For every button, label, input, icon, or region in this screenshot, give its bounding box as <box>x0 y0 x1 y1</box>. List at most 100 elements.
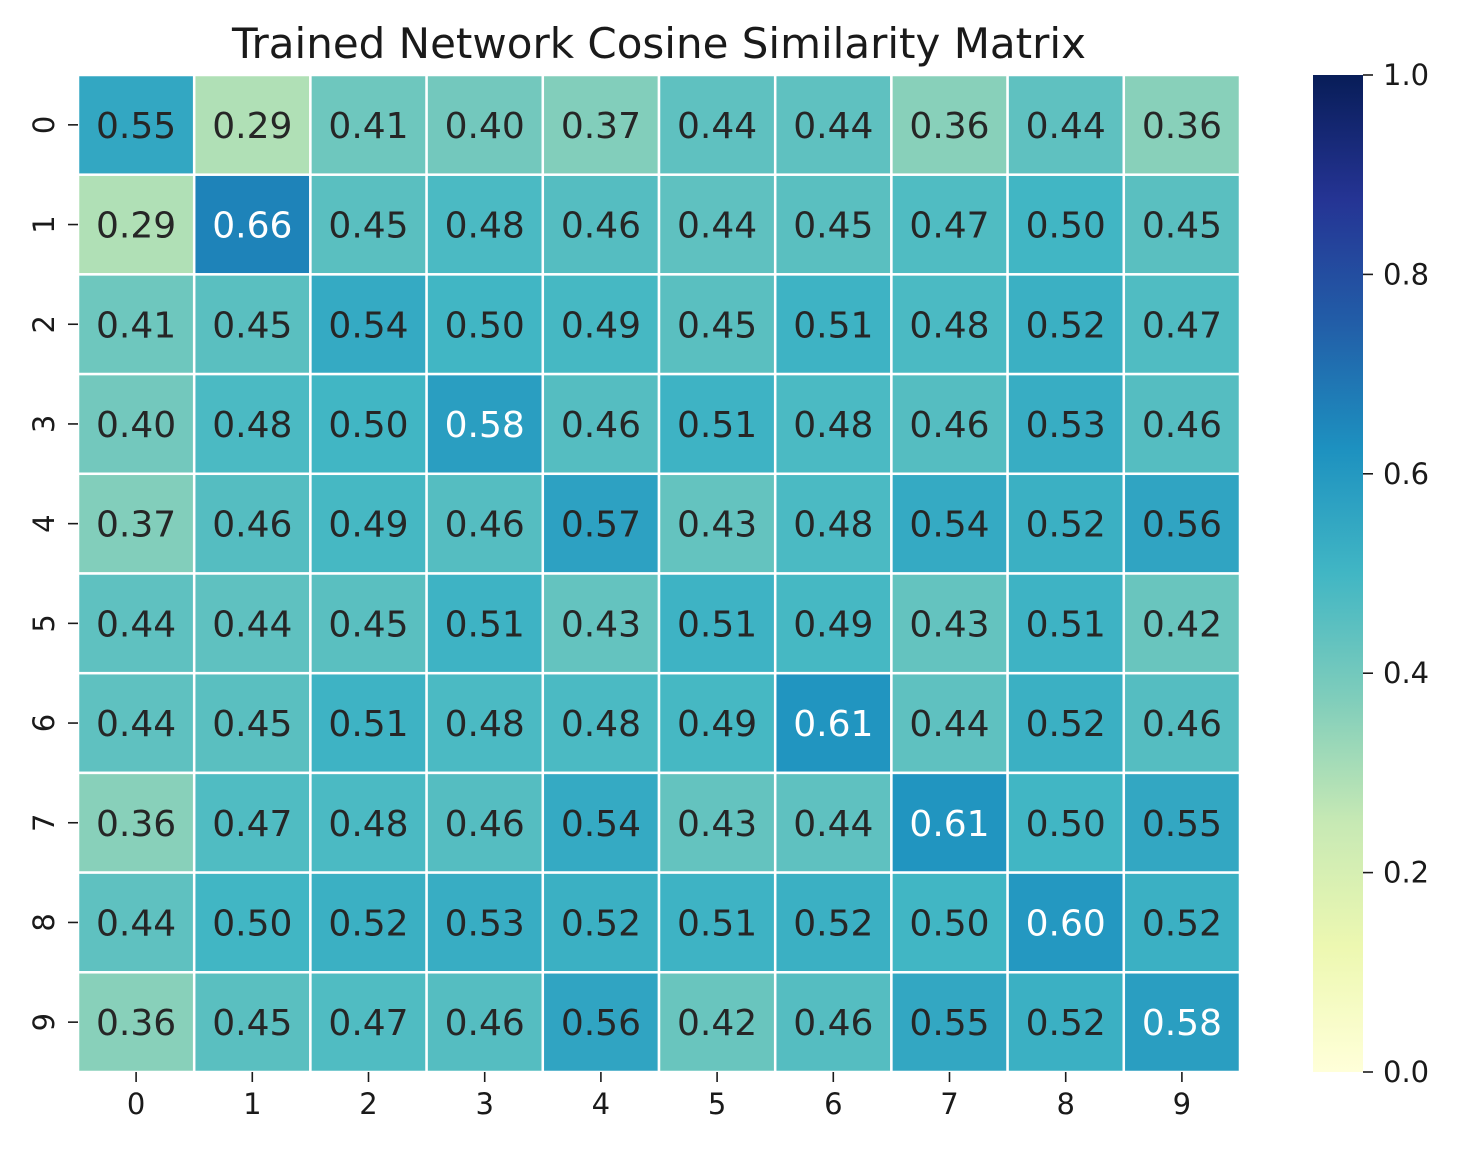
heatmap-cell <box>76 971 196 1074</box>
cell-value-label: 0.47 <box>1142 305 1222 346</box>
cell-value-label: 0.53 <box>445 903 525 944</box>
heatmap-cell <box>890 971 1009 1074</box>
chart-title: Trained Network Cosine Similarity Matrix <box>231 19 1086 68</box>
cell-value-label: 0.46 <box>909 405 989 446</box>
colorbar-tick-label: 0.0 <box>1383 1055 1429 1089</box>
heatmap-cell <box>773 971 893 1074</box>
cell-value-label: 0.54 <box>328 305 408 346</box>
cell-value-label: 0.44 <box>793 804 873 845</box>
heatmap-cell <box>1122 273 1242 376</box>
heatmap-cell <box>890 73 1009 176</box>
cell-value-label: 0.37 <box>96 505 176 546</box>
cell-value-label: 0.50 <box>1026 804 1106 845</box>
cell-value-label: 0.57 <box>561 505 641 546</box>
heatmap-cell <box>1122 971 1242 1074</box>
cell-value-label: 0.46 <box>212 505 292 546</box>
heatmap-cell <box>192 771 312 874</box>
x-tick-label: 8 <box>1056 1087 1074 1121</box>
cell-value-label: 0.52 <box>561 903 641 944</box>
cell-value-label: 0.49 <box>677 704 757 745</box>
cell-value-label: 0.45 <box>677 305 757 346</box>
cell-value-label: 0.43 <box>909 604 989 645</box>
heatmap-cell <box>773 173 893 276</box>
cell-value-label: 0.60 <box>1026 903 1106 944</box>
cell-value-label: 0.45 <box>212 1003 292 1044</box>
cell-value-label: 0.50 <box>328 405 408 446</box>
cell-value-label: 0.44 <box>793 106 873 147</box>
cell-value-label: 0.61 <box>909 804 989 845</box>
cell-value-label: 0.42 <box>1142 604 1222 645</box>
colorbar-tick-label: 1.0 <box>1383 58 1429 92</box>
heatmap-cell <box>890 671 1009 775</box>
heatmap-cell <box>1006 572 1126 675</box>
cell-value-label: 0.47 <box>909 206 989 247</box>
heatmap-cell <box>192 73 312 176</box>
cell-value-label: 0.56 <box>1142 505 1222 546</box>
cell-value-label: 0.36 <box>1142 106 1222 147</box>
cell-value-label: 0.43 <box>677 804 757 845</box>
x-tick-label: 5 <box>708 1087 726 1121</box>
y-tick-label: 8 <box>27 913 61 931</box>
cell-value-label: 0.52 <box>1026 704 1106 745</box>
cell-value-label: 0.47 <box>328 1003 408 1044</box>
cell-value-label: 0.44 <box>96 704 176 745</box>
heatmap-cell <box>1122 173 1242 276</box>
cell-value-label: 0.66 <box>212 206 292 247</box>
cell-value-label: 0.46 <box>1142 405 1222 446</box>
cell-value-label: 0.61 <box>793 704 873 745</box>
x-tick-label: 3 <box>475 1087 493 1121</box>
heatmap-cell <box>1006 173 1126 276</box>
cell-value-label: 0.50 <box>909 903 989 944</box>
cell-value-label: 0.51 <box>1026 604 1106 645</box>
cell-value-label: 0.46 <box>561 405 641 446</box>
heatmap-cell <box>309 771 428 874</box>
cell-value-label: 0.58 <box>445 405 525 446</box>
cell-value-label: 0.48 <box>793 505 873 546</box>
x-tick-label: 1 <box>243 1087 261 1121</box>
cell-value-label: 0.51 <box>677 903 757 944</box>
cell-value-label: 0.51 <box>677 604 757 645</box>
cell-value-label: 0.46 <box>445 1003 525 1044</box>
cell-value-label: 0.46 <box>445 505 525 546</box>
x-tick-label: 9 <box>1173 1087 1191 1121</box>
heatmap-cell <box>773 671 893 775</box>
colorbar-tick-label: 0.6 <box>1383 457 1429 491</box>
cell-value-label: 0.43 <box>561 604 641 645</box>
cell-value-label: 0.55 <box>96 106 176 147</box>
cell-value-label: 0.45 <box>328 206 408 247</box>
heatmap-cell <box>425 572 545 675</box>
y-tick-label: 3 <box>27 415 61 433</box>
cell-value-label: 0.55 <box>909 1003 989 1044</box>
heatmap-cell <box>541 871 661 974</box>
heatmap-cell <box>541 572 661 675</box>
cell-value-label: 0.40 <box>96 405 176 446</box>
y-tick-label: 1 <box>27 215 61 233</box>
heatmap-cell <box>657 472 777 575</box>
heatmap-cells: 0.55 0.29 0.41 0.40 0.37 0.44 0.44 0.36 0.44 0.36… <box>76 73 1242 1074</box>
cell-value-label: 0.51 <box>328 704 408 745</box>
cell-value-label: 0.50 <box>212 903 292 944</box>
cell-value-label: 0.53 <box>1026 405 1106 446</box>
cell-value-label: 0.45 <box>793 206 873 247</box>
x-tick-label: 0 <box>127 1087 145 1121</box>
cell-value-label: 0.52 <box>1026 305 1106 346</box>
heatmap-cell <box>1006 871 1126 974</box>
heatmap-cell <box>657 372 777 476</box>
y-tick-label: 2 <box>27 315 61 333</box>
x-axis: 0 1 2 3 4 5 6 7 8 9 <box>127 1072 1191 1121</box>
cell-value-label: 0.47 <box>212 804 292 845</box>
heatmap-cell <box>425 871 545 974</box>
cell-value-label: 0.36 <box>909 106 989 147</box>
cell-value-label: 0.52 <box>328 903 408 944</box>
heatmap-cell <box>1122 671 1242 775</box>
heatmap-cell <box>192 273 312 376</box>
cell-value-label: 0.48 <box>445 704 525 745</box>
cell-value-label: 0.44 <box>909 704 989 745</box>
y-tick-label: 4 <box>27 514 61 532</box>
heatmap-cell <box>76 372 196 476</box>
heatmap-cell <box>773 871 893 974</box>
cell-value-label: 0.52 <box>793 903 873 944</box>
heatmap-cell <box>425 671 545 775</box>
heatmap-cell <box>192 472 312 575</box>
